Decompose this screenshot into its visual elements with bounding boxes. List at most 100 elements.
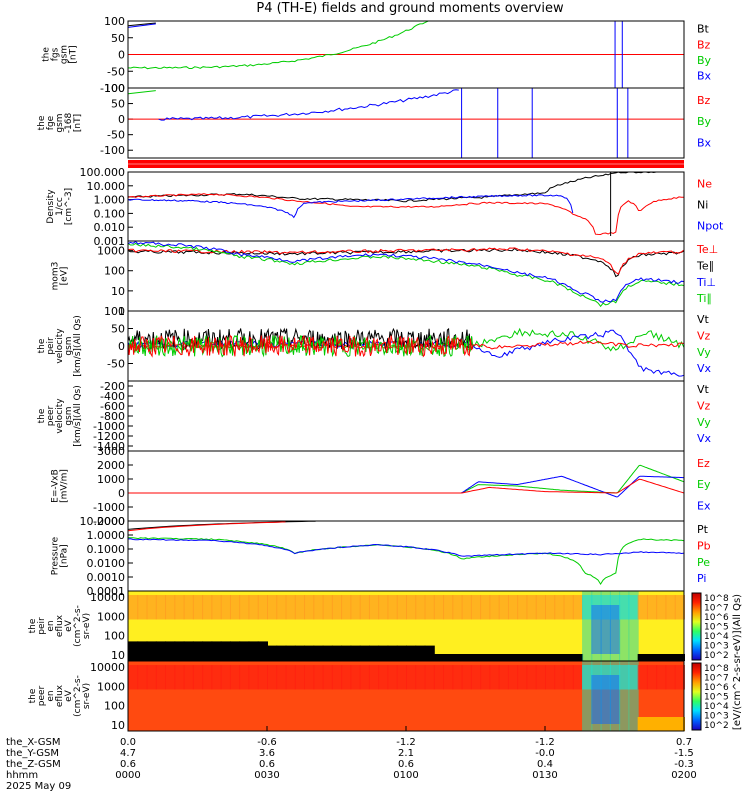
spectrogram-cell	[628, 591, 639, 661]
colorbar-tick: 10^4	[704, 632, 729, 642]
spectrogram-cell	[128, 665, 139, 690]
legend-density-1: Ni	[697, 199, 708, 212]
spectrogram-cell	[498, 665, 509, 690]
spectrogram-cell	[387, 595, 398, 620]
spectrogram-cell	[628, 661, 639, 731]
spectrogram-cell	[545, 595, 556, 620]
spectrogram-cell	[461, 665, 472, 690]
colorbar-tick: 10^8	[704, 664, 729, 674]
spectrogram-cell	[368, 645, 380, 661]
spectrogram-cell	[452, 654, 463, 661]
ytick-label: -2000	[93, 515, 125, 528]
spectrogram-cell	[248, 595, 259, 620]
spectrogram-cell	[674, 595, 685, 620]
spectrogram-cell	[192, 595, 204, 620]
spectrogram-cell	[155, 595, 167, 620]
ylabel-line: [mV/m]	[60, 469, 70, 503]
legend-pressure-2: Pe	[697, 556, 710, 569]
ytick-label: 2000	[97, 459, 125, 472]
spectrogram-cell	[137, 665, 148, 690]
spectrogram-cell	[313, 645, 324, 661]
legend-peer-velocity-1: Vz	[697, 399, 711, 412]
ytick-label: 100	[104, 305, 125, 318]
spectrogram-cell	[313, 595, 324, 620]
ytick-label: 0	[118, 487, 125, 500]
spectrogram-cell	[461, 595, 472, 620]
spectrogram-cell	[294, 645, 306, 661]
legend-fgs-2: By	[697, 54, 712, 67]
spectrogram-cell	[526, 665, 537, 690]
spectrogram-cell	[183, 665, 194, 690]
spectrogram-cell	[443, 595, 454, 620]
spectrogram-cell	[563, 654, 574, 661]
tipar-trace	[127, 242, 685, 308]
spectrogram-cell	[276, 665, 287, 690]
ytick-label: 10.0000	[80, 515, 126, 528]
colorbar-tick: 10^2	[704, 721, 729, 731]
by-trace	[127, 90, 156, 95]
spectrogram-cell	[526, 654, 537, 661]
ephem-value: 0000	[115, 770, 140, 781]
spectrogram-cell	[155, 641, 167, 661]
spectrogram-cell	[257, 595, 268, 620]
colorbar-tick: 10^4	[704, 702, 729, 712]
ylabel-line: peir	[37, 617, 47, 635]
ephem-value: 0130	[532, 770, 557, 781]
spectrogram-cell	[646, 717, 658, 731]
spectrogram-cell	[424, 645, 435, 661]
legend-fgs-3: Bx	[697, 69, 712, 82]
ytick-label: 1000	[97, 680, 125, 693]
legend-temperature-2: Ti⊥	[696, 276, 716, 289]
pb-trace	[127, 521, 286, 532]
spectrogram-cell	[220, 641, 231, 661]
ytick-label: -100	[100, 144, 125, 157]
ephem-label: the_Y-GSM	[6, 748, 59, 759]
spectrogram-cell	[646, 654, 658, 661]
colorbar-tick: 10^5	[704, 623, 729, 633]
spectrogram-cell	[554, 595, 565, 620]
ytick-label: 0.0010	[87, 571, 126, 584]
spectrogram-cell	[341, 665, 352, 690]
spectrogram-cell	[155, 665, 167, 690]
ytick-label: 50	[111, 98, 125, 111]
spectrogram-cell	[572, 665, 584, 690]
spectrogram-cell	[220, 665, 231, 690]
spectrogram-cell	[535, 665, 546, 690]
ylabel-line: peer	[46, 405, 56, 426]
ephem-value: 2.1	[398, 748, 414, 759]
ytick-label: 50	[111, 32, 125, 45]
ylabel-line: the	[37, 115, 47, 130]
legend-peir-velocity-1: Vz	[697, 329, 711, 342]
ephem-value: 3.6	[259, 748, 275, 759]
ytick-label: 3000	[97, 445, 125, 458]
legend-temperature-0: Te⊥	[696, 243, 718, 256]
ylabel-line: E=-VxB	[51, 469, 61, 503]
spectrogram-cell	[480, 595, 491, 620]
spectrogram-cell	[165, 641, 176, 661]
spectrogram-cell	[359, 665, 370, 690]
spectrogram-cell	[600, 675, 611, 724]
spectrogram-cell	[665, 654, 676, 661]
colorbar-tick: 10^3	[704, 642, 729, 652]
spectrogram-cell	[248, 665, 259, 690]
ylabel-line: Pressure	[51, 536, 61, 575]
spectrogram-cell	[313, 665, 324, 690]
spectrogram-cell	[619, 591, 630, 661]
legend-density-0: Ne	[697, 178, 712, 191]
spectrogram-cell	[452, 665, 463, 690]
legend-pressure-1: Pb	[697, 539, 711, 552]
spectrogram-cell	[146, 595, 157, 620]
ephem-value: 0.6	[259, 759, 275, 770]
spectrogram-cell	[554, 665, 565, 690]
ytick-label: 0	[118, 340, 125, 353]
spectrogram-cell	[304, 645, 315, 661]
ytick-label: 100	[104, 630, 125, 643]
colorbar-tick: 10^5	[704, 693, 729, 703]
spectrogram-cell	[674, 654, 685, 661]
spectrogram-cell	[276, 645, 287, 661]
spectrogram-cell	[480, 665, 491, 690]
colorbar-tick: 10^6	[704, 613, 729, 623]
spectrogram-cell	[396, 645, 407, 661]
panel-frame	[127, 87, 685, 159]
ytick-label: -600	[100, 400, 125, 413]
